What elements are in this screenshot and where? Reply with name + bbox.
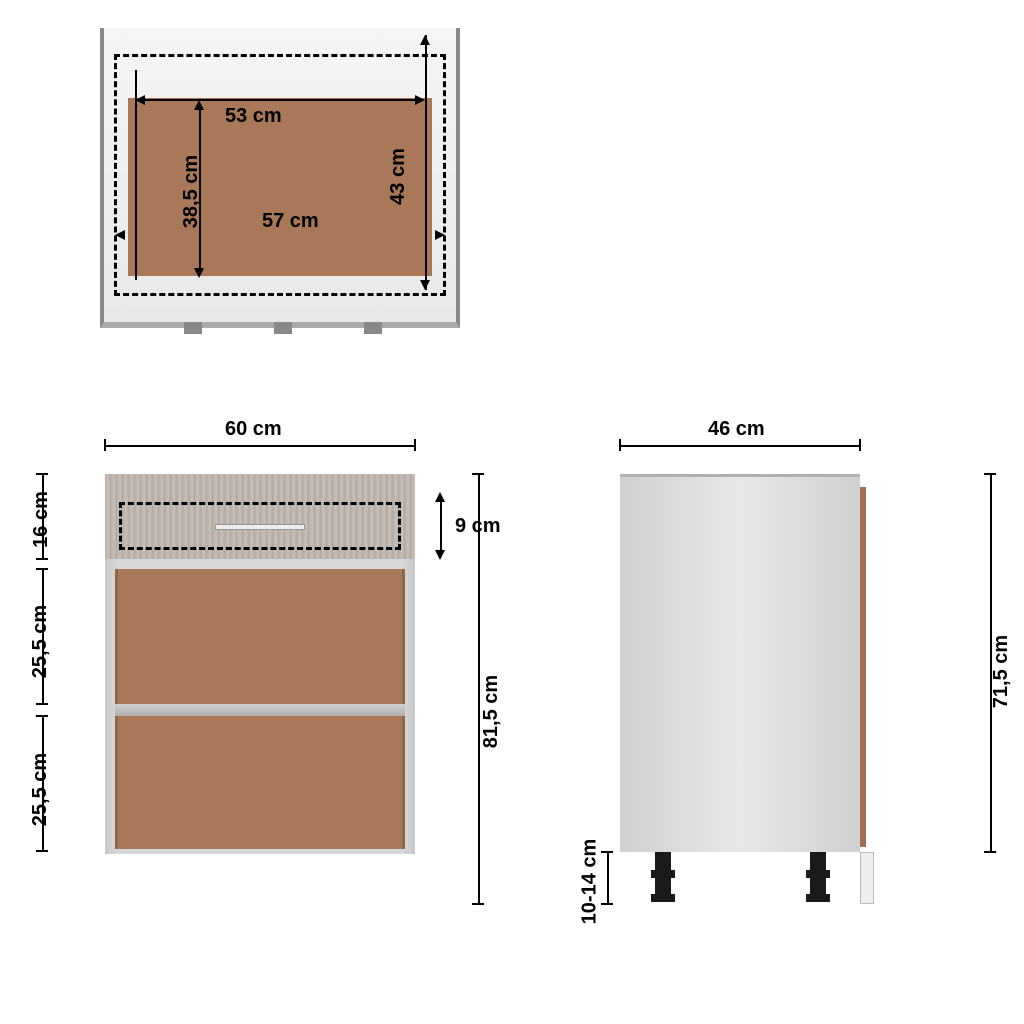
cabinet-leg [655,852,671,902]
top-view-foot-notch [364,322,382,334]
front-view-panel [105,474,415,904]
arrow-down-icon [420,280,430,290]
arrow-up-icon [420,35,430,45]
dim-tick [36,703,48,705]
dim-label-255cm-a: 25,5 cm [29,605,52,678]
arrow-up-icon [194,100,204,110]
dim-line [607,852,609,904]
dim-tick [472,473,484,475]
dim-label-60cm: 60 cm [225,418,282,441]
dim-label-46cm: 46 cm [708,418,765,441]
dim-tick [36,715,48,717]
dim-label-815cm: 81,5 cm [480,675,503,748]
front-base-gap [105,854,415,904]
side-back-edge [860,487,866,847]
front-shelf [115,704,405,716]
dim-tick [472,903,484,905]
dim-tick [859,439,861,451]
side-skirt [860,852,874,904]
dim-tick [984,473,996,475]
dim-tick [36,568,48,570]
dim-line [105,445,415,447]
dim-tick [36,473,48,475]
cabinet-leg [810,852,826,902]
dim-tick [984,851,996,853]
dim-tick [601,903,613,905]
dim-line [145,99,415,101]
dim-line [440,502,442,550]
side-view-panel [620,474,860,852]
dim-label-53cm: 53 cm [225,105,282,128]
dim-label-57cm: 57 cm [262,210,319,233]
top-view-foot-notch [184,322,202,334]
dim-label-16cm: 16 cm [30,491,53,548]
dim-label-255cm-b: 25,5 cm [29,753,52,826]
dim-label-9cm: 9 cm [455,515,501,538]
dim-tick [619,439,621,451]
arrow-left-icon [115,230,125,240]
dim-tick [104,439,106,451]
arrow-down-icon [435,550,445,560]
arrow-left-icon [135,95,145,105]
dim-label-385cm: 38,5 cm [180,155,203,228]
dim-tick [601,851,613,853]
top-view-foot-notch [274,322,292,334]
dim-tick [36,558,48,560]
dim-line [425,35,427,290]
dim-tick [414,439,416,451]
dim-label-legs: 10-14 cm [578,839,601,925]
arrow-right-icon [435,230,445,240]
front-drawer-dashed [119,502,401,550]
arrow-right-icon [415,95,425,105]
dim-line [620,445,860,447]
dim-tick [36,850,48,852]
arrow-up-icon [435,492,445,502]
dim-label-715cm: 71,5 cm [990,635,1013,708]
dim-label-43cm: 43 cm [387,148,410,205]
